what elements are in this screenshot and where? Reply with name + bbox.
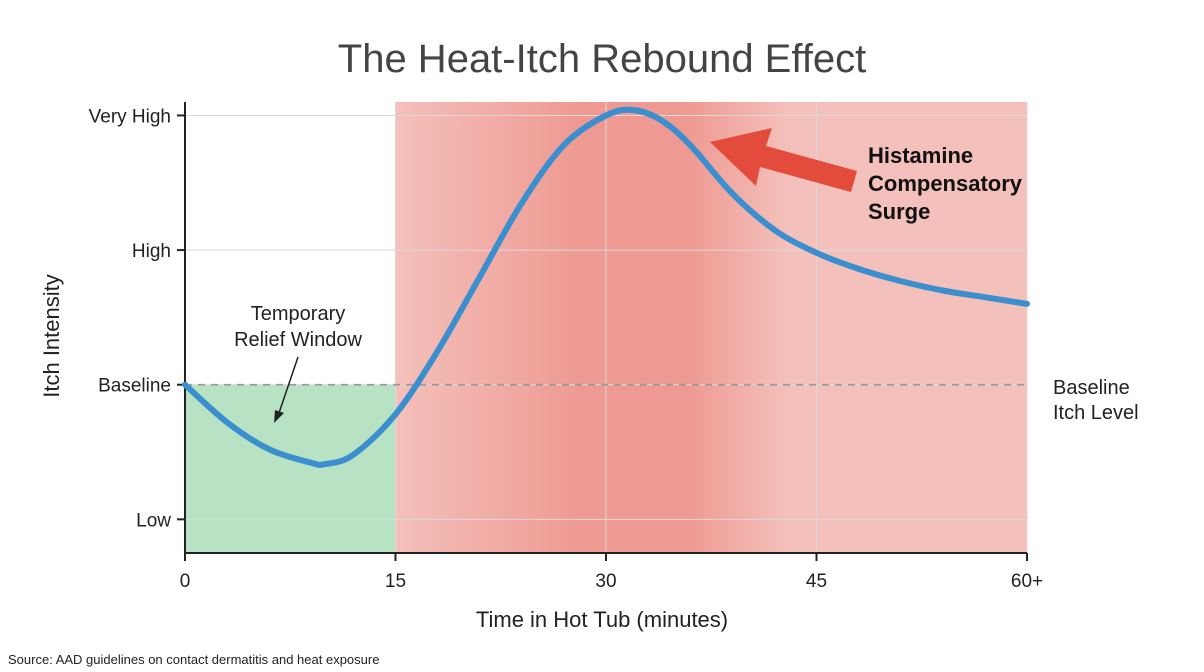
x-tick-label-3: 45 bbox=[806, 571, 827, 592]
y-axis-title: Itch Intensity bbox=[39, 274, 64, 398]
source-note: Source: AAD guidelines on contact dermat… bbox=[8, 652, 379, 667]
x-tick-label-1: 15 bbox=[385, 571, 406, 592]
surge-label-line1: Histamine bbox=[868, 143, 973, 168]
surge-label-line3: Surge bbox=[868, 199, 930, 224]
x-tick-label-0: 0 bbox=[180, 571, 191, 592]
y-tick-label-1: Baseline bbox=[98, 376, 171, 397]
rebound-region bbox=[395, 102, 1027, 553]
relief-label-line2: Relief Window bbox=[234, 329, 362, 351]
x-tick-label-2: 30 bbox=[595, 571, 616, 592]
baseline-label-line2: Itch Level bbox=[1053, 402, 1139, 424]
surge-label-line2: Compensatory bbox=[868, 171, 1023, 196]
surge-arrow bbox=[710, 128, 857, 192]
y-tick-label-0: Low bbox=[136, 510, 171, 531]
relief-pointer-line bbox=[278, 356, 299, 414]
itch-intensity-line bbox=[182, 106, 1030, 468]
y-tick-label-2: High bbox=[132, 241, 171, 262]
chart-title: The Heat-Itch Rebound Effect bbox=[338, 37, 866, 81]
x-tick-label-4: 60+ bbox=[1011, 571, 1043, 592]
baseline-label-line1: Baseline bbox=[1053, 377, 1130, 399]
regions-layer bbox=[185, 102, 1027, 553]
ticks-layer: 0 15 30 45 60+ Low Baseline High Very High bbox=[89, 106, 1043, 592]
relief-label-line1: Temporary bbox=[251, 303, 345, 325]
y-tick-label-3: Very High bbox=[89, 106, 171, 127]
relief-pointer-arrowhead bbox=[274, 410, 284, 423]
x-axis-title: Time in Hot Tub (minutes) bbox=[476, 607, 728, 632]
